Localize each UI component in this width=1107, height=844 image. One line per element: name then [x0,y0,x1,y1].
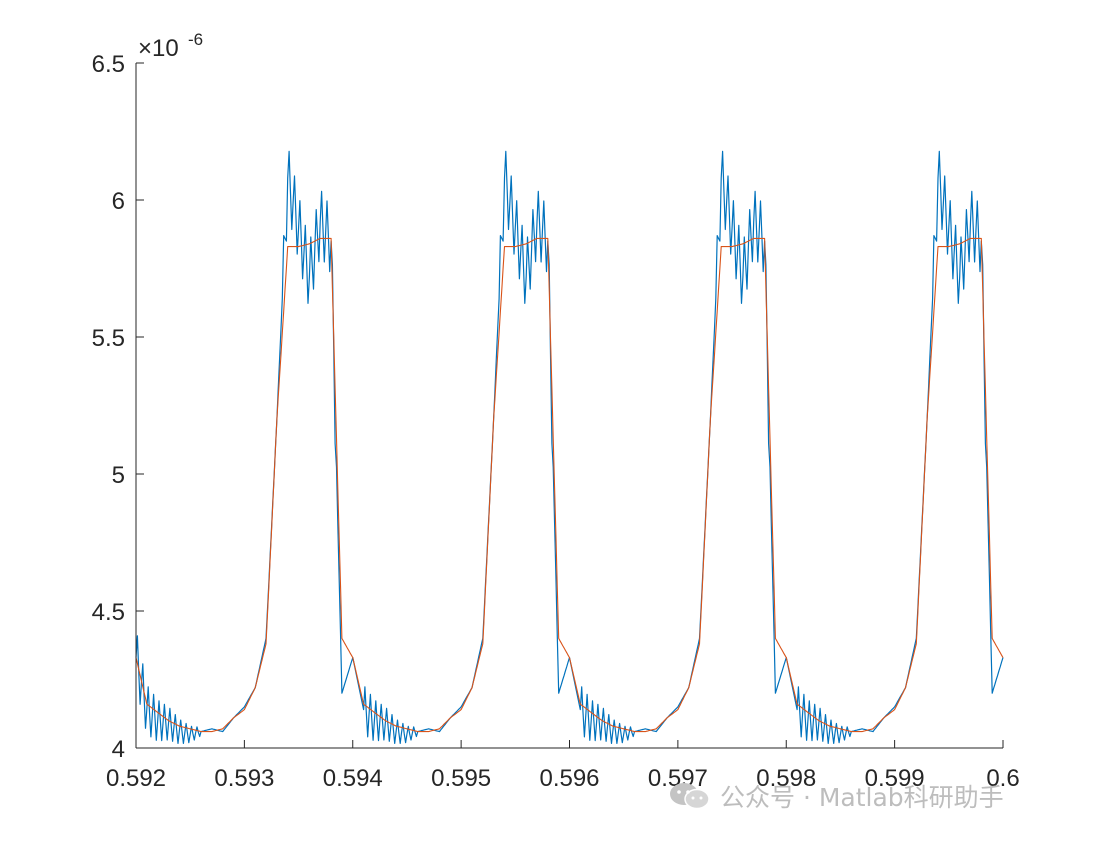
y-exponent-base: ×10 [138,35,179,62]
x-tick-label: 0.595 [431,765,491,792]
x-tick-label: 0.593 [214,765,274,792]
series-layer [135,150,1004,745]
y-tick-label: 4 [112,736,125,763]
x-tick-label: 0.599 [865,765,925,792]
x-tick-label: 0.594 [323,765,383,792]
x-tick-label: 0.592 [106,765,166,792]
x-tick-label: 0.598 [756,765,816,792]
x-tick-label: 0.596 [539,765,599,792]
series-line-1 [135,150,1004,745]
y-tick-label: 6.5 [92,51,125,78]
x-tick-label: 0.6 [986,765,1019,792]
y-tick-label: 5.5 [92,325,125,352]
watermark-text: 公众号 · Matlab科研助手 [720,783,1004,812]
y-tick-label: 4.5 [92,599,125,626]
watermark: 公众号 · Matlab科研助手 [668,776,1004,816]
y-tick-label: 5 [112,462,125,489]
y-exponent-label: ×10 -6 [138,30,203,62]
y-tick-label: 6 [112,188,125,215]
wechat-icon [668,780,712,812]
series-line-2 [135,237,1004,733]
ticks: 0.592 0.593 0.594 0.595 0.596 0.597 0.598 0.599… [92,51,1020,792]
y-exponent-power: -6 [188,30,203,49]
